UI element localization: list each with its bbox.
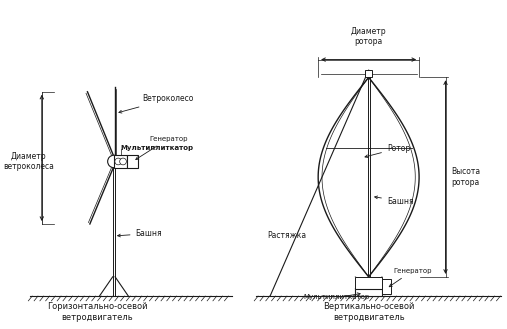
Text: Растяжка: Растяжка: [268, 232, 307, 240]
Text: Высота
ротора: Высота ротора: [451, 167, 481, 187]
Text: Ветроколесо: Ветроколесо: [119, 94, 194, 113]
Text: Генератор: Генератор: [389, 268, 431, 287]
Text: Ротор: Ротор: [365, 144, 410, 158]
Text: Диаметр
ротора: Диаметр ротора: [351, 27, 386, 46]
Text: Горизонтально-осевой
ветродвигатель: Горизонтально-осевой ветродвигатель: [47, 302, 148, 322]
Circle shape: [115, 158, 122, 165]
FancyBboxPatch shape: [355, 289, 382, 296]
Text: Мультиплиткатор: Мультиплиткатор: [121, 145, 194, 151]
Text: Вертикально-осевой
ветродвигатель: Вертикально-осевой ветродвигатель: [323, 302, 414, 322]
Text: Башня: Башня: [375, 196, 414, 206]
FancyBboxPatch shape: [127, 155, 138, 168]
FancyBboxPatch shape: [365, 70, 372, 77]
Text: Диаметр
ветроколеса: Диаметр ветроколеса: [4, 152, 54, 171]
Text: Мультиплиткатор: Мультиплиткатор: [304, 293, 370, 300]
FancyBboxPatch shape: [382, 279, 390, 294]
FancyBboxPatch shape: [114, 155, 127, 168]
Text: Генератор: Генератор: [136, 136, 188, 160]
FancyBboxPatch shape: [355, 277, 382, 289]
Circle shape: [120, 158, 126, 165]
Circle shape: [107, 155, 120, 168]
Text: Башня: Башня: [118, 229, 162, 238]
